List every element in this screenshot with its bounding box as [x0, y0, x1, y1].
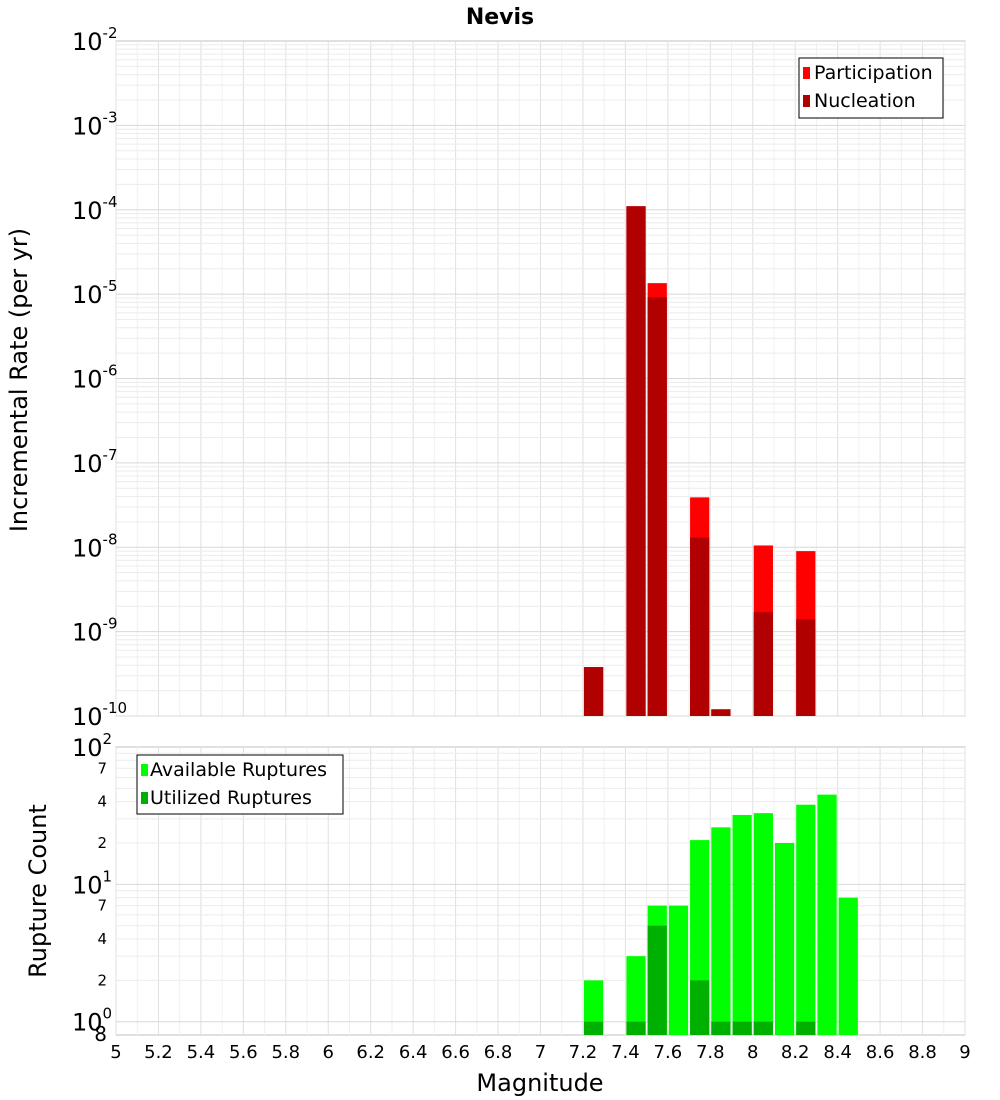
utilized-ruptures-bar	[690, 980, 710, 1035]
rate-y-axis-label: Incremental Rate (per yr)	[5, 228, 33, 532]
x-tick-label: 8.6	[866, 1042, 895, 1063]
x-tick-label: 5.2	[144, 1042, 173, 1063]
rate-y-tick-label: 10-8	[72, 530, 118, 562]
count-y-major-tick-label: 100	[72, 1005, 112, 1037]
rate-y-tick-label: 10-4	[72, 193, 118, 225]
count-y-ticks: 100 101 102 8 2 4 7 2 4 7	[72, 730, 112, 1046]
utilized-legend-label: Utilized Ruptures	[150, 787, 312, 809]
utilized-ruptures-bar	[711, 1021, 731, 1035]
nucleation-bar	[796, 619, 816, 716]
nucleation-bar	[647, 297, 667, 716]
count-y-minor-tick-label: 2	[97, 971, 107, 989]
x-tick-label: 8.2	[781, 1042, 810, 1063]
nucleation-bar	[711, 709, 731, 716]
count-y-minor-tick-label: 2	[97, 834, 107, 852]
rate-y-tick-label: 10-10	[72, 699, 127, 731]
rate-y-ticks: 10-10 10-9 10-8 10-7 10-6 10-5 10-4 10-3 10-2	[72, 24, 127, 731]
count-y-axis-label: Rupture Count	[24, 804, 52, 978]
utilized-legend-swatch	[141, 792, 148, 804]
x-tick-label: 6.6	[441, 1042, 470, 1063]
available-legend-label: Available Ruptures	[150, 759, 327, 781]
x-tick-label: 5.6	[229, 1042, 258, 1063]
count-y-minor-tick-label: 7	[97, 759, 107, 777]
x-axis-label: Magnitude	[476, 1069, 603, 1097]
available-ruptures-bar	[774, 843, 795, 1035]
available-ruptures-bar	[732, 814, 752, 1035]
x-tick-label: 7.4	[611, 1042, 640, 1063]
count-y-minor-tick-label: 4	[97, 793, 107, 811]
rate-y-tick-label: 10-3	[72, 108, 118, 140]
count-y-major-tick-label: 101	[72, 867, 112, 899]
x-tick-label: 6.4	[399, 1042, 428, 1063]
x-tick-label: 6.2	[356, 1042, 385, 1063]
x-tick-label: 7.6	[654, 1042, 683, 1063]
utilized-ruptures-bar	[796, 1021, 816, 1035]
x-tick-label: 9	[959, 1042, 970, 1063]
nucleation-legend-label: Nucleation	[814, 90, 916, 112]
count-legend-box	[136, 754, 344, 815]
rate-y-tick-label: 10-2	[72, 24, 118, 56]
count-bars	[583, 794, 858, 1035]
participation-legend-label: Participation	[814, 62, 933, 84]
rate-y-tick-label: 10-6	[72, 362, 118, 394]
available-ruptures-bar	[838, 897, 858, 1035]
x-tick-label: 8.4	[823, 1042, 852, 1063]
x-tick-label: 8	[747, 1042, 758, 1063]
nucleation-legend-swatch	[803, 95, 810, 107]
count-y-major-tick-label: 102	[72, 730, 112, 762]
available-ruptures-bar	[711, 827, 731, 1035]
available-legend-swatch	[141, 764, 148, 776]
available-ruptures-bar	[796, 804, 816, 1035]
count-y-minor-tick-label: 8	[94, 1022, 107, 1046]
rate-y-tick-label: 10-9	[72, 615, 118, 647]
nucleation-bar	[690, 537, 710, 716]
x-tick-label: 8.8	[908, 1042, 937, 1063]
count-y-minor-tick-label: 4	[97, 930, 107, 948]
participation-legend-swatch	[803, 67, 810, 79]
nucleation-bar	[583, 667, 604, 716]
count-legend: Available Ruptures Utilized Ruptures	[136, 754, 344, 815]
available-ruptures-bar	[668, 905, 689, 1035]
utilized-ruptures-bar	[647, 925, 667, 1035]
rate-legend: Participation Nucleation	[798, 57, 944, 119]
available-ruptures-bar	[626, 956, 646, 1035]
x-tick-label: 6.8	[484, 1042, 513, 1063]
magnitude-x-ticks: 5 5.2 5.4 5.6 5.8 6 6.2 6.4 6.6 6.8 7 7.2 7.4 7.6 7.8 8…	[110, 1042, 970, 1063]
x-tick-label: 7.2	[569, 1042, 598, 1063]
nucleation-bar	[626, 206, 646, 716]
x-tick-label: 6	[323, 1042, 334, 1063]
rate-panel: 10-10 10-9 10-8 10-7 10-6 10-5 10-4 10-3 10-2 In…	[5, 24, 966, 731]
utilized-ruptures-bar	[626, 1021, 646, 1035]
rate-grid	[115, 41, 966, 717]
x-tick-label: 5	[110, 1042, 121, 1063]
utilized-ruptures-bar	[753, 1021, 773, 1035]
utilized-ruptures-bar	[583, 1021, 604, 1035]
x-tick-label: 5.8	[271, 1042, 300, 1063]
available-ruptures-bar	[817, 794, 837, 1035]
count-panel: 100 101 102 8 2 4 7 2 4 7 5 5.2 5.4 5.6 5.8 6 6.2 6.4 6.6…	[24, 730, 971, 1097]
rate-legend-box	[798, 57, 944, 119]
x-tick-label: 7.8	[696, 1042, 725, 1063]
count-y-minor-tick-label: 7	[97, 897, 107, 915]
x-tick-label: 7	[535, 1042, 546, 1063]
rate-y-tick-label: 10-5	[72, 277, 118, 309]
rate-y-tick-label: 10-7	[72, 446, 118, 478]
nucleation-bar	[753, 612, 773, 716]
rate-bars	[583, 206, 816, 716]
available-ruptures-bar	[753, 813, 773, 1035]
utilized-ruptures-bar	[732, 1021, 752, 1035]
available-ruptures-bar	[583, 980, 604, 1035]
chart-title: Nevis	[466, 5, 534, 30]
x-tick-label: 5.4	[187, 1042, 216, 1063]
